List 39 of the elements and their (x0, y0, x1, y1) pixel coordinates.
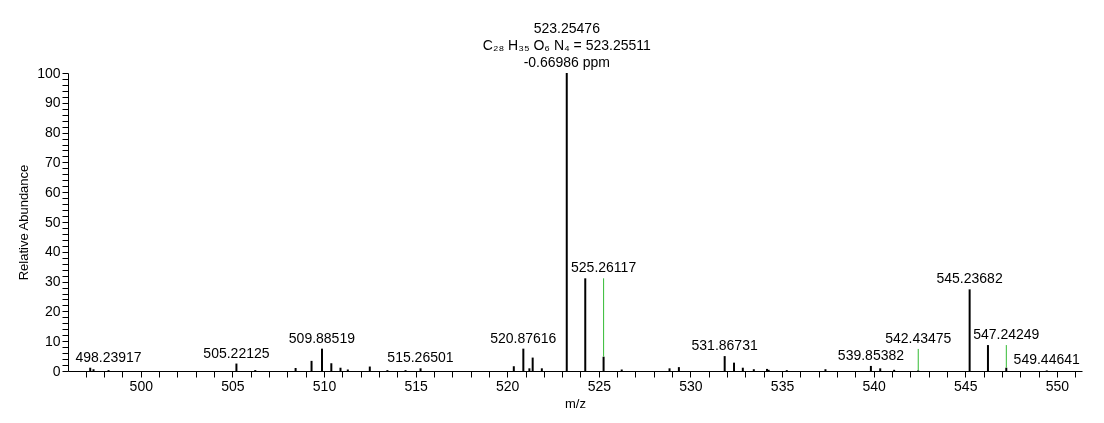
annotation: 531.86731 (691, 337, 758, 354)
y-axis-title: Relative Abundance (16, 164, 32, 281)
y-tick-label: 20 (44, 302, 61, 319)
y-tick-label: 80 (44, 124, 61, 141)
annotation: 547.24249 (973, 326, 1040, 343)
x-tick-label: 525 (587, 377, 612, 394)
x-tick-label: 515 (404, 377, 428, 394)
y-tick-label: 30 (44, 273, 61, 290)
annotation: 498.23917 (75, 348, 142, 365)
y-tick-label: 50 (44, 213, 61, 230)
annotation: C₂₈ H₃₅ O₆ N₄ = 523.25511 (482, 37, 652, 53)
annotation: 539.85382 (837, 346, 905, 363)
y-tick-label: 100 (37, 64, 61, 81)
annotation: 525.26117 (571, 259, 637, 276)
annotation: -0.66986 ppm (523, 54, 611, 70)
x-tick-label: 505 (221, 377, 245, 394)
x-tick-label: 520 (496, 377, 520, 394)
y-tick-label: 0 (52, 362, 61, 379)
y-tick-label: 90 (44, 94, 61, 111)
annotation: 515.26501 (387, 349, 454, 366)
x-tick-label: 500 (129, 377, 154, 394)
annotation: 509.88519 (288, 329, 356, 346)
x-tick-label: 550 (1045, 377, 1070, 394)
annotation: 545.23682 (936, 270, 1003, 287)
annotation: 542.43475 (885, 329, 952, 346)
x-tick-label: 535 (770, 377, 795, 394)
annotation: 520.87616 (490, 329, 557, 346)
x-tick-label: 545 (954, 377, 978, 394)
x-tick-label: 530 (679, 377, 703, 394)
y-tick-label: 60 (44, 183, 61, 200)
y-tick-label: 10 (44, 332, 61, 349)
annotation: 505.22125 (203, 344, 270, 361)
x-tick-label: 510 (312, 377, 337, 394)
annotation: 549.44641 (1013, 351, 1080, 368)
y-tick-label: 40 (44, 243, 61, 260)
y-tick-label: 70 (44, 153, 61, 170)
x-axis-title: m/z (565, 395, 586, 411)
x-tick-label: 540 (862, 377, 887, 394)
annotation: 523.25476 (533, 20, 601, 36)
